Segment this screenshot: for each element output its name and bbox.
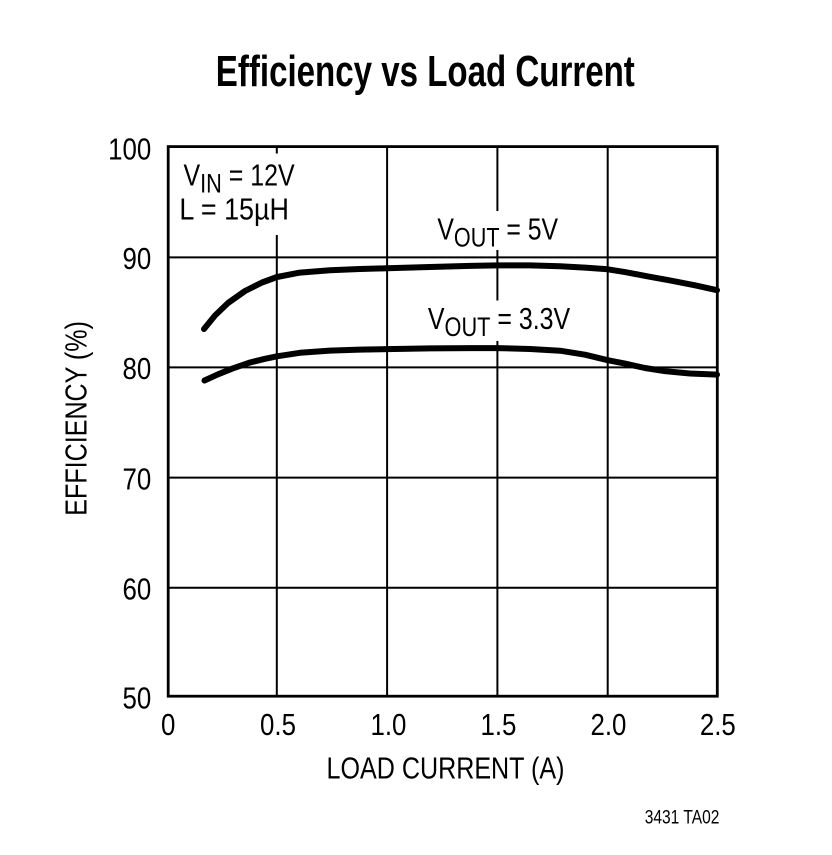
svg-text:Efficiency vs Load Current: Efficiency vs Load Current bbox=[216, 47, 635, 96]
svg-text:EFFICIENCY (%): EFFICIENCY (%) bbox=[58, 321, 93, 516]
svg-text:LOAD CURRENT (A): LOAD CURRENT (A) bbox=[327, 750, 565, 785]
svg-text:1.0: 1.0 bbox=[370, 708, 406, 743]
svg-text:3431 TA02: 3431 TA02 bbox=[645, 806, 720, 828]
svg-text:L = 15µH: L = 15µH bbox=[179, 193, 289, 227]
svg-text:1.5: 1.5 bbox=[480, 708, 516, 743]
svg-text:90: 90 bbox=[122, 242, 151, 277]
svg-text:0: 0 bbox=[161, 708, 175, 743]
svg-text:70: 70 bbox=[122, 462, 151, 497]
svg-text:100: 100 bbox=[108, 132, 151, 167]
svg-text:80: 80 bbox=[122, 352, 151, 387]
svg-text:2.0: 2.0 bbox=[590, 708, 626, 743]
svg-text:60: 60 bbox=[122, 572, 151, 607]
svg-text:2.5: 2.5 bbox=[700, 708, 736, 743]
svg-text:0.5: 0.5 bbox=[260, 708, 296, 743]
svg-text:50: 50 bbox=[122, 681, 151, 716]
